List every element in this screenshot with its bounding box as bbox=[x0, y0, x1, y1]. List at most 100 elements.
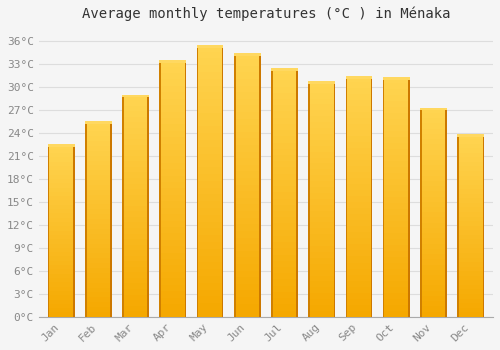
Bar bbox=[346, 148, 372, 154]
Bar bbox=[160, 144, 186, 150]
Bar bbox=[234, 198, 260, 204]
Bar bbox=[234, 119, 260, 125]
Bar bbox=[48, 244, 74, 248]
Bar bbox=[458, 244, 484, 248]
Bar bbox=[234, 112, 260, 119]
Bar bbox=[160, 272, 186, 278]
Bar bbox=[383, 119, 409, 125]
Bar bbox=[308, 116, 335, 122]
Bar bbox=[160, 60, 161, 317]
Bar bbox=[196, 86, 224, 92]
Bar bbox=[446, 108, 447, 317]
Bar bbox=[122, 267, 149, 272]
Bar bbox=[271, 68, 273, 317]
Bar bbox=[160, 60, 186, 63]
Bar bbox=[160, 291, 186, 298]
Bar bbox=[346, 172, 372, 178]
Bar bbox=[122, 173, 149, 178]
Bar bbox=[196, 106, 224, 113]
Bar bbox=[122, 156, 149, 161]
Bar bbox=[420, 118, 447, 123]
Bar bbox=[160, 201, 186, 208]
Bar bbox=[160, 66, 186, 73]
Bar bbox=[271, 118, 298, 124]
Bar bbox=[122, 278, 149, 284]
Bar bbox=[383, 155, 409, 161]
Bar bbox=[122, 300, 149, 306]
Bar bbox=[85, 156, 112, 161]
Bar bbox=[346, 88, 372, 93]
Bar bbox=[160, 208, 186, 214]
Bar bbox=[308, 205, 335, 211]
Bar bbox=[334, 81, 335, 317]
Bar bbox=[308, 81, 335, 84]
Bar bbox=[48, 235, 74, 239]
Bar bbox=[383, 209, 409, 215]
Bar bbox=[85, 136, 112, 141]
Bar bbox=[122, 200, 149, 206]
Bar bbox=[85, 121, 112, 126]
Bar bbox=[308, 275, 335, 281]
Bar bbox=[271, 142, 298, 149]
Bar bbox=[458, 271, 484, 276]
Bar bbox=[383, 83, 409, 89]
Bar bbox=[85, 312, 112, 317]
Bar bbox=[234, 251, 260, 257]
Bar bbox=[383, 161, 409, 167]
Bar bbox=[196, 296, 224, 303]
Bar bbox=[271, 130, 298, 136]
Bar bbox=[234, 244, 260, 251]
Bar bbox=[308, 146, 335, 152]
Bar bbox=[458, 217, 484, 221]
Bar bbox=[271, 230, 298, 236]
Bar bbox=[420, 181, 447, 186]
Bar bbox=[346, 160, 372, 166]
Bar bbox=[160, 253, 186, 259]
Bar bbox=[271, 86, 298, 93]
Bar bbox=[48, 196, 74, 201]
Bar bbox=[346, 268, 372, 275]
Bar bbox=[346, 154, 372, 160]
Bar bbox=[308, 293, 335, 299]
Bar bbox=[234, 191, 260, 198]
Bar bbox=[160, 240, 186, 246]
Bar bbox=[420, 223, 447, 228]
Bar bbox=[308, 240, 335, 246]
Bar bbox=[383, 131, 409, 137]
Bar bbox=[308, 281, 335, 287]
Bar bbox=[122, 122, 149, 128]
Bar bbox=[160, 182, 186, 189]
Bar bbox=[458, 248, 484, 253]
Bar bbox=[308, 81, 335, 87]
Bar bbox=[271, 68, 298, 71]
Bar bbox=[458, 221, 484, 226]
Bar bbox=[308, 93, 335, 99]
Bar bbox=[420, 144, 447, 149]
Bar bbox=[85, 282, 112, 287]
Bar bbox=[383, 281, 409, 287]
Bar bbox=[308, 252, 335, 258]
Bar bbox=[184, 60, 186, 317]
Bar bbox=[420, 149, 447, 155]
Bar bbox=[346, 208, 372, 214]
Bar bbox=[234, 52, 260, 56]
Bar bbox=[85, 195, 112, 200]
Bar bbox=[271, 304, 298, 310]
Bar bbox=[234, 290, 260, 297]
Bar bbox=[234, 158, 260, 165]
Bar bbox=[271, 273, 298, 279]
Bar bbox=[196, 167, 224, 174]
Bar bbox=[458, 148, 484, 153]
Bar bbox=[234, 297, 260, 303]
Bar bbox=[48, 192, 74, 196]
Bar bbox=[48, 270, 74, 274]
Bar bbox=[458, 308, 484, 312]
Bar bbox=[196, 133, 224, 140]
Bar bbox=[308, 287, 335, 293]
Bar bbox=[383, 95, 409, 101]
Bar bbox=[383, 137, 409, 143]
Bar bbox=[383, 77, 409, 80]
Bar bbox=[271, 248, 298, 254]
Bar bbox=[271, 167, 298, 174]
Bar bbox=[160, 310, 186, 317]
